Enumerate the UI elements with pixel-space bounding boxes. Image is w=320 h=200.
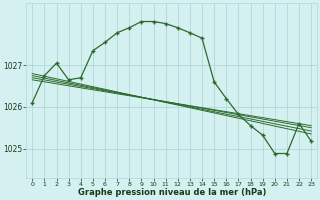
X-axis label: Graphe pression niveau de la mer (hPa): Graphe pression niveau de la mer (hPa) xyxy=(77,188,266,197)
